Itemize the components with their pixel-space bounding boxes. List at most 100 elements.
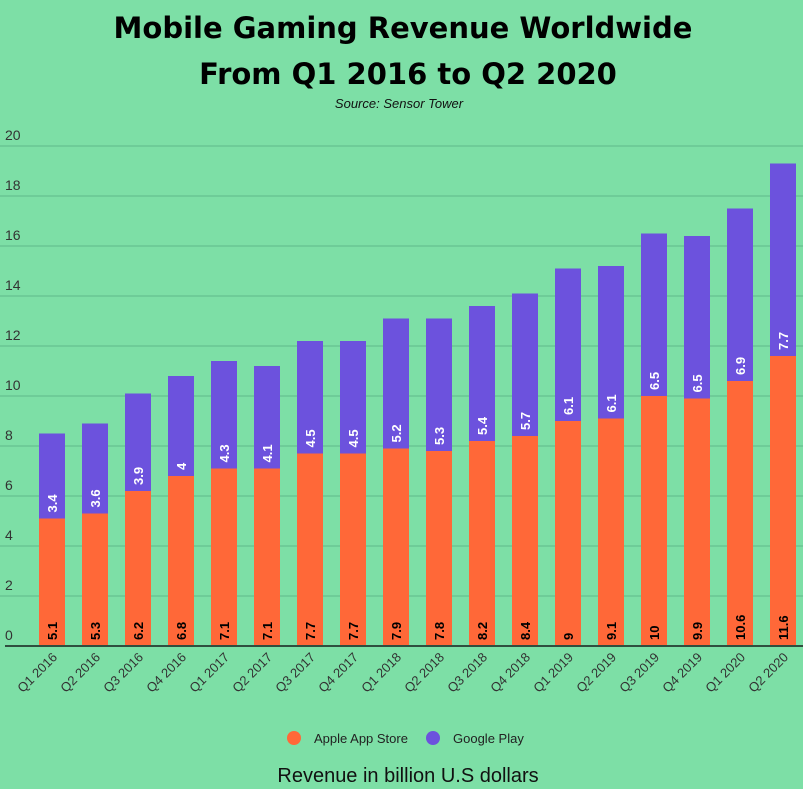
data-label: 5.7 bbox=[518, 412, 533, 430]
bar-google[interactable] bbox=[512, 293, 538, 437]
x-tick-label: Q2 2018 bbox=[401, 650, 447, 696]
bar-google[interactable] bbox=[426, 318, 452, 452]
bar-google[interactable] bbox=[211, 361, 237, 469]
data-label: 10.6 bbox=[733, 615, 748, 640]
data-label: 7.7 bbox=[303, 622, 318, 640]
data-label: 7.8 bbox=[432, 622, 447, 640]
bar-apple[interactable] bbox=[297, 453, 323, 647]
bar-google[interactable] bbox=[254, 366, 280, 469]
y-tick-label: 12 bbox=[5, 327, 21, 343]
chart-title: Mobile Gaming Revenue Worldwide bbox=[114, 11, 693, 45]
bar-apple[interactable] bbox=[641, 396, 667, 646]
legend-label-apple: Apple App Store bbox=[314, 731, 408, 746]
data-label: 3.9 bbox=[131, 467, 146, 485]
y-tick-label: 20 bbox=[5, 127, 21, 143]
bar-apple[interactable] bbox=[469, 441, 495, 646]
bar-apple[interactable] bbox=[254, 468, 280, 647]
data-label: 3.4 bbox=[45, 494, 60, 513]
data-label: 5.2 bbox=[389, 424, 404, 442]
bar-apple[interactable] bbox=[39, 518, 65, 647]
bar-apple[interactable] bbox=[211, 468, 237, 647]
y-tick-label: 0 bbox=[5, 627, 13, 643]
bar-apple[interactable] bbox=[555, 421, 581, 646]
bar-google[interactable] bbox=[555, 268, 581, 422]
data-label: 7.1 bbox=[260, 622, 275, 640]
y-tick-label: 6 bbox=[5, 477, 13, 493]
bar-apple[interactable] bbox=[383, 448, 409, 647]
x-tick-label: Q4 2018 bbox=[487, 650, 533, 696]
data-label: 4 bbox=[174, 462, 189, 470]
x-tick-label: Q1 2019 bbox=[530, 650, 576, 696]
bar-apple[interactable] bbox=[684, 398, 710, 647]
data-label: 6.5 bbox=[690, 374, 705, 392]
data-label: 4.3 bbox=[217, 444, 232, 462]
bar-google[interactable] bbox=[727, 208, 753, 382]
bars: 5.1 3.4 5.3 3.6 6.2 3.9 6.8 4 7.1 4.3 7.1 4.1 7.7 4.5… bbox=[39, 163, 796, 647]
x-tick-label: Q4 2016 bbox=[143, 650, 189, 696]
y-tick-label: 2 bbox=[5, 577, 13, 593]
bar-google[interactable] bbox=[297, 341, 323, 454]
bar-apple[interactable] bbox=[598, 418, 624, 647]
legend-swatch-google bbox=[426, 731, 440, 745]
bar-apple[interactable] bbox=[82, 513, 108, 647]
x-tick-label: Q2 2017 bbox=[229, 650, 275, 696]
data-label: 5.1 bbox=[45, 622, 60, 640]
chart-subtitle: Source: Sensor Tower bbox=[335, 96, 464, 111]
y-tick-label: 14 bbox=[5, 277, 21, 293]
bar-google[interactable] bbox=[383, 318, 409, 449]
data-label: 5.3 bbox=[88, 622, 103, 640]
data-label: 6.5 bbox=[647, 372, 662, 390]
data-label: 9 bbox=[561, 633, 576, 640]
x-tick-label: Q2 2020 bbox=[745, 650, 791, 696]
data-label: 6.9 bbox=[733, 357, 748, 375]
bar-apple[interactable] bbox=[340, 453, 366, 647]
data-label: 5.3 bbox=[432, 427, 447, 445]
data-label: 9.1 bbox=[604, 622, 619, 640]
data-label: 7.1 bbox=[217, 622, 232, 640]
data-label: 6.1 bbox=[604, 394, 619, 412]
data-label: 4.5 bbox=[346, 429, 361, 447]
bar-google[interactable] bbox=[340, 341, 366, 454]
x-axis-title: Revenue in billion U.S dollars bbox=[277, 765, 538, 787]
x-tick-label: Q4 2017 bbox=[315, 650, 361, 696]
x-tick-label: Q1 2018 bbox=[358, 650, 404, 696]
bar-google[interactable] bbox=[684, 236, 710, 399]
legend: Apple App Store Google Play bbox=[287, 731, 524, 746]
x-tick-label: Q4 2019 bbox=[659, 650, 705, 696]
x-tick-label: Q1 2017 bbox=[186, 650, 232, 696]
x-tick-label: Q1 2016 bbox=[14, 650, 60, 696]
x-tick-label: Q3 2018 bbox=[444, 650, 490, 696]
data-label: 6.2 bbox=[131, 622, 146, 640]
bar-google[interactable] bbox=[770, 163, 796, 357]
x-tick-label: Q3 2016 bbox=[100, 650, 146, 696]
x-tick-label: Q3 2017 bbox=[272, 650, 318, 696]
data-label: 8.2 bbox=[475, 622, 490, 640]
legend-item-google[interactable]: Google Play bbox=[426, 731, 524, 746]
bar-google[interactable] bbox=[469, 306, 495, 441]
chart-title-line2: From Q1 2016 to Q2 2020 bbox=[199, 57, 617, 91]
legend-item-apple[interactable]: Apple App Store bbox=[287, 731, 408, 746]
bar-google[interactable] bbox=[168, 376, 194, 476]
data-label: 4.5 bbox=[303, 429, 318, 447]
data-label: 7.9 bbox=[389, 622, 404, 640]
bar-google[interactable] bbox=[598, 266, 624, 419]
y-tick-label: 10 bbox=[5, 377, 21, 393]
legend-swatch-apple bbox=[287, 731, 301, 745]
data-label: 6.8 bbox=[174, 622, 189, 640]
bar-apple[interactable] bbox=[770, 356, 796, 646]
bar-google[interactable] bbox=[82, 423, 108, 514]
bar-apple[interactable] bbox=[168, 476, 194, 646]
data-label: 7.7 bbox=[346, 622, 361, 640]
bar-apple[interactable] bbox=[727, 381, 753, 646]
x-tick-label: Q2 2016 bbox=[57, 650, 103, 696]
bar-apple[interactable] bbox=[512, 436, 538, 646]
data-label: 6.1 bbox=[561, 397, 576, 415]
bar-apple[interactable] bbox=[426, 451, 452, 646]
data-label: 7.7 bbox=[776, 332, 791, 350]
bar-apple[interactable] bbox=[125, 491, 151, 646]
bar-google[interactable] bbox=[125, 393, 151, 492]
bar-google[interactable] bbox=[39, 433, 65, 519]
bar-google[interactable] bbox=[641, 233, 667, 397]
